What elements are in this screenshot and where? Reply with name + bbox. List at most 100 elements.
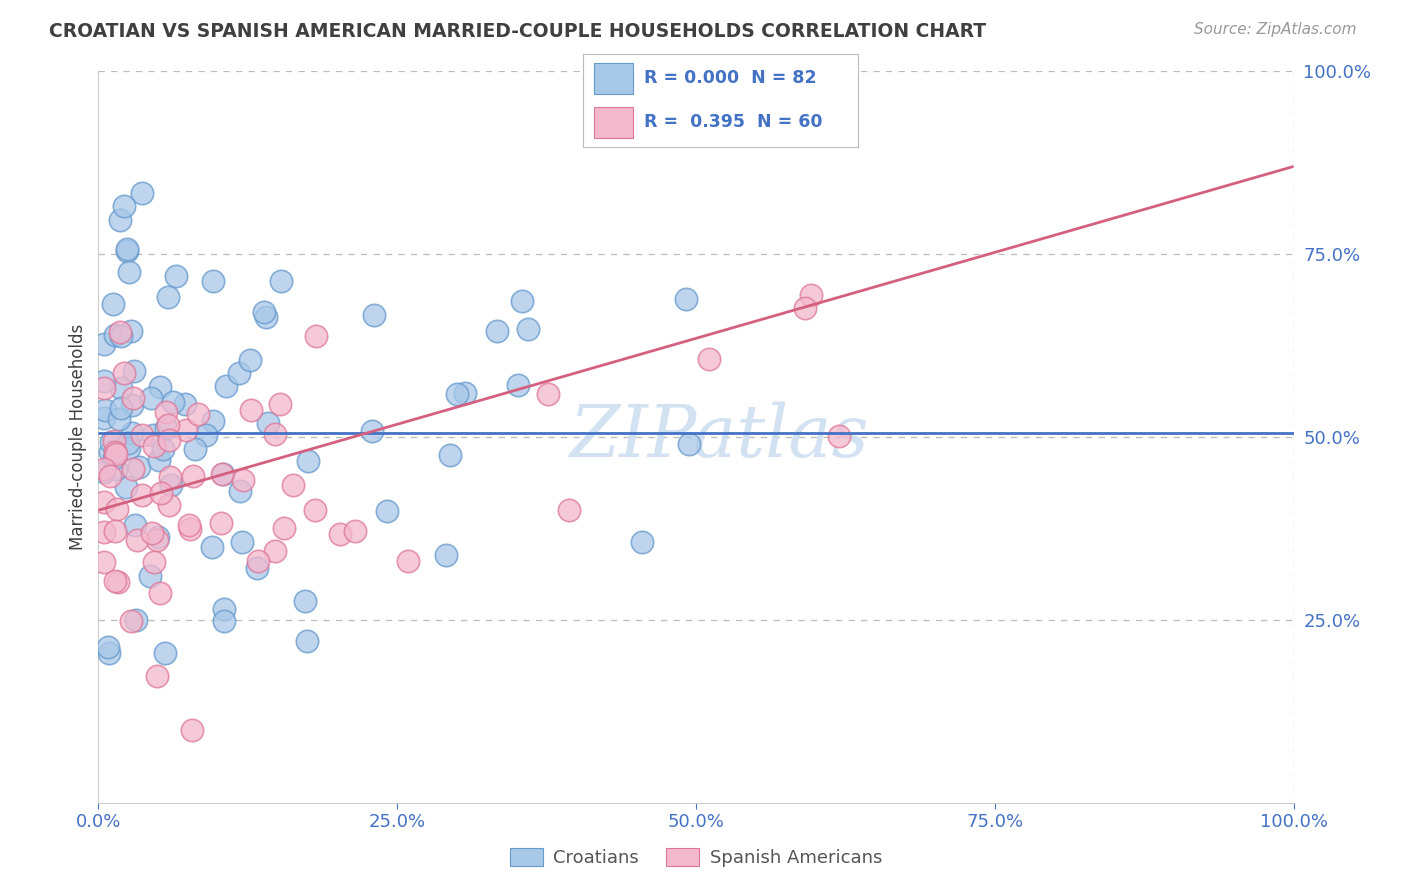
- Point: [240, 402, 263, 417]
- Point: [794, 301, 817, 315]
- Point: [678, 436, 700, 450]
- Point: [93, 466, 115, 480]
- Point: [112, 366, 135, 380]
- Point: [121, 462, 143, 476]
- Point: [181, 723, 204, 737]
- Point: [146, 669, 169, 683]
- Point: [128, 460, 150, 475]
- Legend: Croatians, Spanish Americans: Croatians, Spanish Americans: [503, 840, 889, 874]
- Point: [800, 287, 823, 301]
- Point: [454, 385, 477, 400]
- Point: [117, 442, 139, 456]
- Point: [148, 586, 170, 600]
- Point: [508, 378, 530, 392]
- Point: [446, 386, 468, 401]
- Point: [131, 488, 153, 502]
- Point: [165, 268, 187, 283]
- Point: [98, 445, 121, 459]
- Point: [304, 503, 326, 517]
- Point: [108, 325, 131, 339]
- Point: [329, 527, 352, 541]
- Point: [231, 534, 253, 549]
- Point: [146, 533, 169, 548]
- Point: [263, 544, 285, 558]
- Point: [141, 526, 163, 541]
- Point: [202, 274, 225, 288]
- Point: [396, 554, 419, 568]
- Point: [118, 265, 141, 279]
- Point: [112, 199, 135, 213]
- Point: [125, 533, 148, 547]
- Point: [485, 324, 508, 338]
- Point: [131, 186, 153, 200]
- Point: [264, 427, 287, 442]
- Point: [174, 397, 197, 411]
- Text: ZIPatlas: ZIPatlas: [569, 401, 870, 473]
- Point: [103, 297, 125, 311]
- Point: [105, 461, 128, 475]
- Point: [257, 416, 280, 430]
- Point: [103, 434, 125, 449]
- Point: [110, 401, 132, 415]
- Point: [155, 421, 177, 435]
- Point: [214, 614, 236, 628]
- Point: [254, 310, 277, 324]
- Point: [98, 468, 121, 483]
- Point: [138, 569, 160, 583]
- Point: [153, 646, 176, 660]
- Point: [159, 478, 181, 492]
- Point: [142, 439, 165, 453]
- Point: [202, 414, 225, 428]
- Point: [537, 387, 560, 401]
- Point: [104, 447, 127, 461]
- Point: [157, 498, 180, 512]
- Point: [246, 561, 269, 575]
- Point: [157, 290, 180, 304]
- Point: [93, 462, 115, 476]
- Point: [110, 381, 132, 395]
- Point: [120, 614, 142, 628]
- Point: [157, 434, 180, 448]
- Y-axis label: Married-couple Households: Married-couple Households: [69, 324, 87, 550]
- Point: [162, 395, 184, 409]
- Point: [108, 212, 131, 227]
- Point: [108, 412, 131, 426]
- Point: [195, 427, 218, 442]
- Point: [360, 424, 382, 438]
- Point: [239, 353, 262, 368]
- Point: [246, 553, 269, 567]
- Point: [122, 364, 145, 378]
- Point: [148, 453, 170, 467]
- Point: [104, 574, 127, 589]
- Point: [828, 428, 851, 442]
- Point: [434, 548, 457, 562]
- Point: [124, 517, 146, 532]
- Point: [107, 574, 129, 589]
- Point: [93, 495, 115, 509]
- Text: R = 0.000  N = 82: R = 0.000 N = 82: [644, 69, 817, 87]
- Point: [295, 633, 318, 648]
- Point: [179, 522, 201, 536]
- Point: [228, 366, 250, 380]
- Text: Source: ZipAtlas.com: Source: ZipAtlas.com: [1194, 22, 1357, 37]
- Point: [149, 379, 172, 393]
- Point: [142, 427, 165, 442]
- Point: [105, 502, 128, 516]
- Point: [269, 397, 291, 411]
- Point: [150, 486, 173, 500]
- Point: [211, 467, 233, 481]
- Point: [177, 517, 200, 532]
- Point: [439, 449, 461, 463]
- Point: [558, 502, 581, 516]
- Point: [97, 640, 120, 654]
- Point: [363, 308, 385, 322]
- Point: [270, 274, 292, 288]
- Point: [183, 442, 205, 457]
- Point: [93, 337, 115, 351]
- Text: CROATIAN VS SPANISH AMERICAN MARRIED-COUPLE HOUSEHOLDS CORRELATION CHART: CROATIAN VS SPANISH AMERICAN MARRIED-COU…: [49, 22, 987, 41]
- Point: [343, 524, 366, 538]
- Point: [117, 242, 139, 256]
- Point: [630, 535, 652, 549]
- Point: [100, 435, 122, 450]
- Point: [148, 530, 170, 544]
